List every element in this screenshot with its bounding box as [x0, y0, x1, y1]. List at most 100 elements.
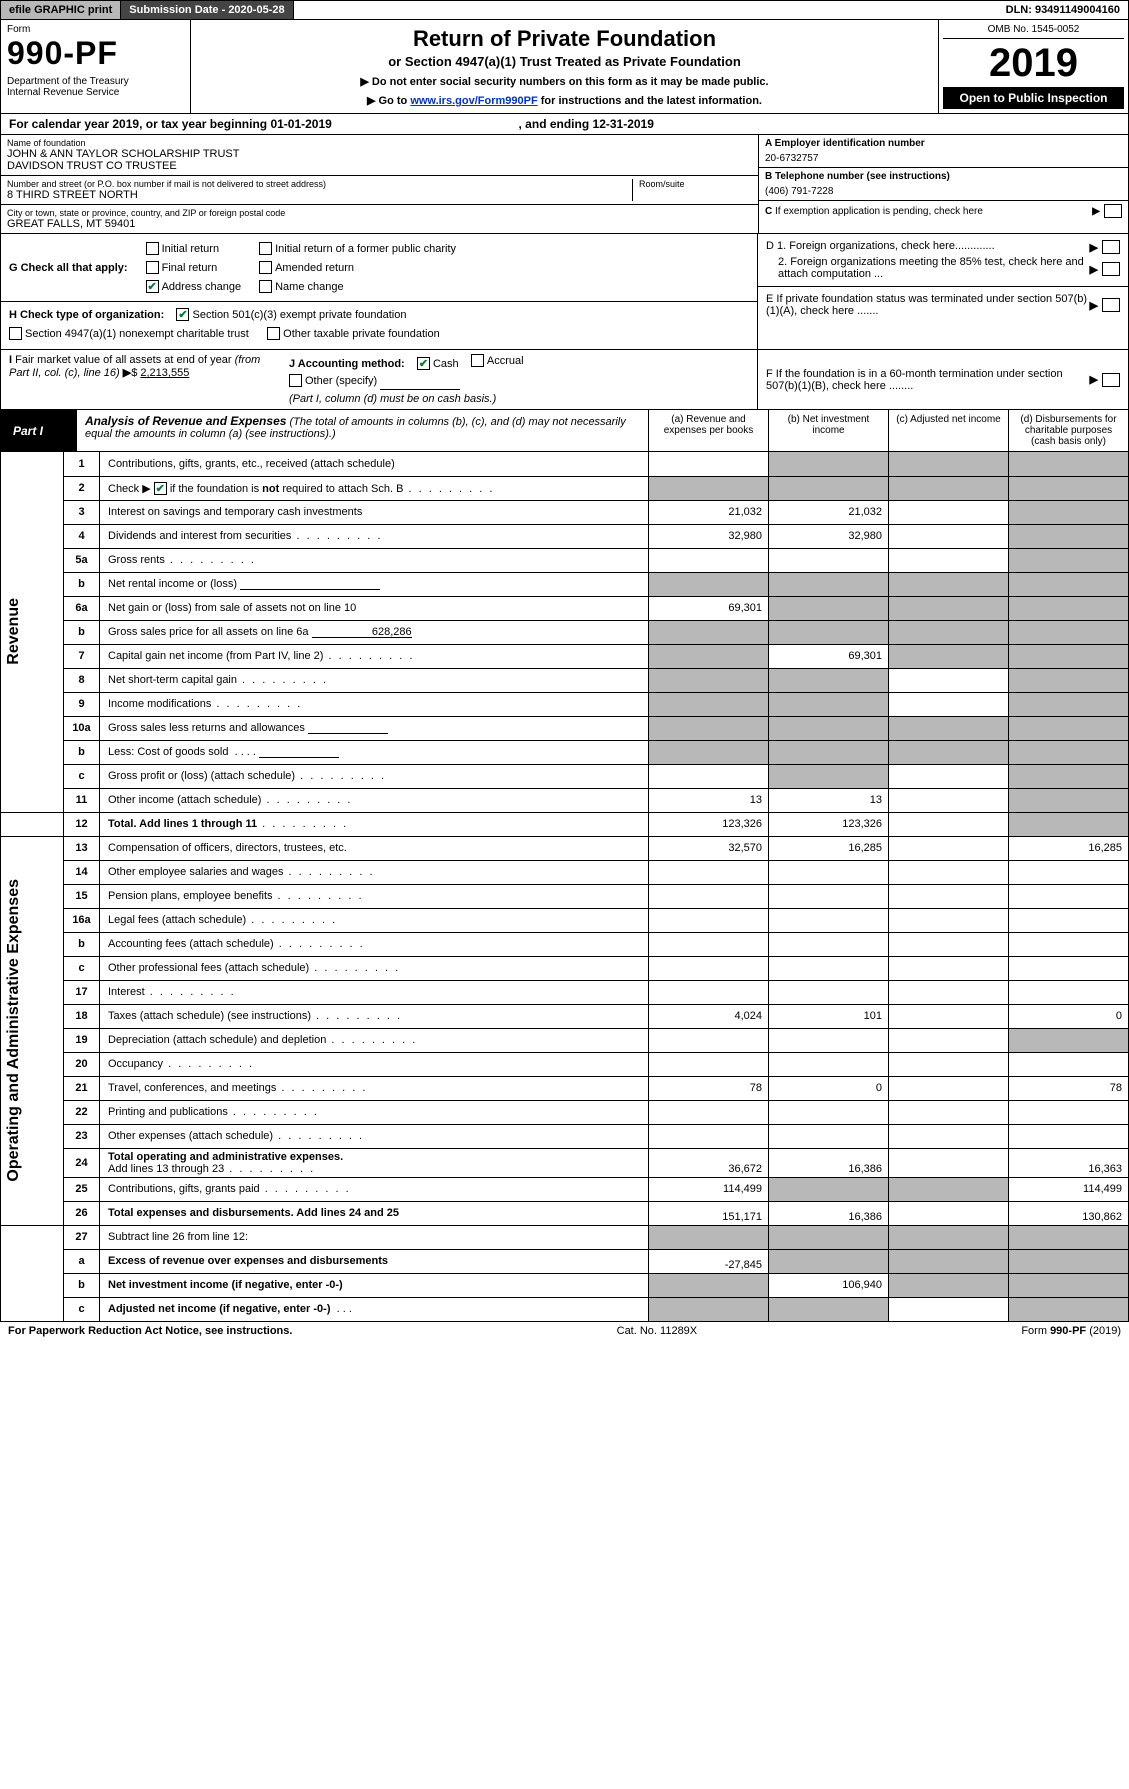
r27c-desc: Adjusted net income (if negative, enter … [100, 1297, 649, 1321]
col-d-head: (d) Disbursements for charitable purpose… [1008, 410, 1128, 451]
cb-initial[interactable] [146, 242, 159, 255]
r14-desc: Other employee salaries and wages [100, 860, 649, 884]
g-opt-2: Address change [162, 281, 242, 293]
d1-checkbox[interactable] [1102, 240, 1120, 254]
note-1: ▶ Do not enter social security numbers o… [203, 75, 926, 88]
r2-desc: Check ▶ if the foundation is not require… [100, 476, 649, 500]
cb-initial-former[interactable] [259, 242, 272, 255]
h-label: H Check type of organization: [9, 309, 164, 321]
cb-other-taxable[interactable] [267, 327, 280, 340]
r11-desc: Other income (attach schedule) [100, 788, 649, 812]
h-opt-2: Section 4947(a)(1) nonexempt charitable … [25, 328, 249, 340]
r6b-val: 628,286 [372, 626, 412, 638]
r6b-desc: Gross sales price for all assets on line… [100, 620, 649, 644]
r24-b: 16,386 [769, 1148, 889, 1177]
cb-other-method[interactable] [289, 374, 302, 387]
r3-a: 21,032 [649, 500, 769, 524]
city-label: City or town, state or province, country… [7, 208, 752, 218]
r12-desc: Total. Add lines 1 through 11 [100, 812, 649, 836]
r1-desc: Contributions, gifts, grants, etc., rece… [100, 452, 649, 476]
r5b-desc: Net rental income or (loss) [100, 572, 649, 596]
j-other: Other (specify) [305, 375, 377, 387]
addr-label: Number and street (or P.O. box number if… [7, 179, 632, 189]
r18-desc: Taxes (attach schedule) (see instruction… [100, 1004, 649, 1028]
c-checkbox[interactable] [1104, 204, 1122, 218]
r13-b: 16,285 [769, 836, 889, 860]
footer-left: For Paperwork Reduction Act Notice, see … [8, 1325, 292, 1337]
footer-mid: Cat. No. 11289X [617, 1325, 698, 1337]
address: 8 THIRD STREET NORTH [7, 189, 632, 201]
footer-right: Form 990-PF (2019) [1021, 1325, 1121, 1337]
r19-desc: Depreciation (attach schedule) and deple… [100, 1028, 649, 1052]
note-2-pre: ▶ Go to [367, 95, 410, 107]
cb-4947[interactable] [9, 327, 22, 340]
r10c-desc: Gross profit or (loss) (attach schedule) [100, 764, 649, 788]
r18-b: 101 [769, 1004, 889, 1028]
r10a-desc: Gross sales less returns and allowances [100, 716, 649, 740]
col-b-head: (b) Net investment income [768, 410, 888, 451]
r22-desc: Printing and publications [100, 1100, 649, 1124]
page-footer: For Paperwork Reduction Act Notice, see … [0, 1322, 1129, 1340]
r16b-desc: Accounting fees (attach schedule) [100, 932, 649, 956]
part-1-table: Revenue 1Contributions, gifts, grants, e… [0, 452, 1129, 1322]
r6a-a: 69,301 [649, 596, 769, 620]
cb-final[interactable] [146, 261, 159, 274]
name-label: Name of foundation [7, 138, 752, 148]
r27-desc: Subtract line 26 from line 12: [100, 1225, 649, 1249]
j-cash: Cash [433, 358, 459, 370]
col-a-head: (a) Revenue and expenses per books [648, 410, 768, 451]
r3-desc: Interest on savings and temporary cash i… [100, 500, 649, 524]
note-2: ▶ Go to www.irs.gov/Form990PF for instru… [203, 94, 926, 107]
cb-501c3[interactable] [176, 308, 189, 321]
r18-d: 0 [1009, 1004, 1129, 1028]
city-value: GREAT FALLS, MT 59401 [7, 218, 752, 230]
f-checkbox[interactable] [1102, 373, 1120, 387]
irs-link[interactable]: www.irs.gov/Form990PF [410, 95, 537, 107]
r4-a: 32,980 [649, 524, 769, 548]
dept-label: Department of the Treasury Internal Reve… [7, 76, 184, 98]
r24-a: 36,672 [649, 1148, 769, 1177]
cb-sch-b[interactable] [154, 482, 167, 495]
r13-d: 16,285 [1009, 836, 1129, 860]
r15-desc: Pension plans, employee benefits [100, 884, 649, 908]
i-j-block: I Fair market value of all assets at end… [0, 350, 1129, 410]
d2-checkbox[interactable] [1102, 262, 1120, 276]
tax-year: 2019 [943, 43, 1124, 83]
g-opt-5: Name change [275, 281, 344, 293]
tel-value: (406) 791-7228 [765, 186, 1122, 197]
r20-desc: Occupancy [100, 1052, 649, 1076]
r27b-b: 106,940 [769, 1273, 889, 1297]
cb-address-change[interactable] [146, 280, 159, 293]
foundation-name: JOHN & ANN TAYLOR SCHOLARSHIP TRUST DAVI… [7, 148, 752, 172]
r21-d: 78 [1009, 1076, 1129, 1100]
r18-a: 4,024 [649, 1004, 769, 1028]
r9-desc: Income modifications [100, 692, 649, 716]
c-label: If exemption application is pending, che… [775, 206, 983, 217]
part-1-header: Part I Analysis of Revenue and Expenses … [0, 410, 1129, 452]
r13-a: 32,570 [649, 836, 769, 860]
col-c-head: (c) Adjusted net income [888, 410, 1008, 451]
calendar-year-row: For calendar year 2019, or tax year begi… [0, 114, 1129, 135]
r27a-a: -27,845 [649, 1249, 769, 1273]
r21-a: 78 [649, 1076, 769, 1100]
r26-a: 151,171 [649, 1201, 769, 1225]
e-checkbox[interactable] [1102, 298, 1120, 312]
r4-desc: Dividends and interest from securities [100, 524, 649, 548]
r10b-desc: Less: Cost of goods sold . . . . [100, 740, 649, 764]
cb-accrual[interactable] [471, 354, 484, 367]
form-label: Form [7, 24, 184, 35]
r26-b: 16,386 [769, 1201, 889, 1225]
cb-name-change[interactable] [259, 280, 272, 293]
g-opt-3: Initial return of a former public charit… [275, 243, 456, 255]
cb-amended[interactable] [259, 261, 272, 274]
cb-cash[interactable] [417, 357, 430, 370]
r25-d: 114,499 [1009, 1177, 1129, 1201]
r21-desc: Travel, conferences, and meetings [100, 1076, 649, 1100]
ein-label: A Employer identification number [765, 138, 925, 149]
r5a-desc: Gross rents [100, 548, 649, 572]
part-label: Part I [1, 410, 77, 451]
efile-button[interactable]: efile GRAPHIC print [1, 1, 121, 19]
e-label: E If private foundation status was termi… [766, 293, 1090, 317]
r25-a: 114,499 [649, 1177, 769, 1201]
d1-label: D 1. Foreign organizations, check here..… [766, 240, 1086, 252]
